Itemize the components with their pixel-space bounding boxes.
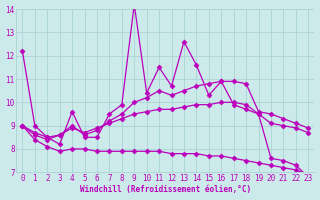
X-axis label: Windchill (Refroidissement éolien,°C): Windchill (Refroidissement éolien,°C) xyxy=(80,185,251,194)
